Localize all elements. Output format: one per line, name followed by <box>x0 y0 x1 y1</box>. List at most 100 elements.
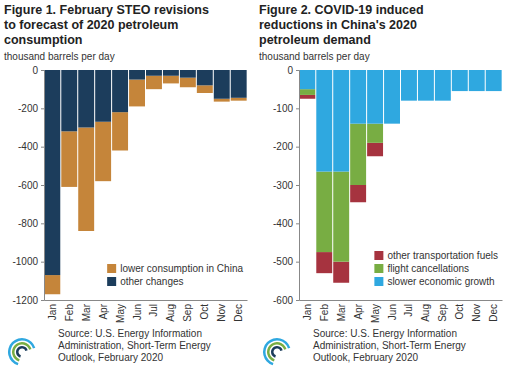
bar <box>129 70 145 80</box>
y-tick: -300 <box>273 180 299 191</box>
logo-arc <box>267 342 287 362</box>
bar <box>350 185 366 202</box>
x-tick-label: Jul <box>148 304 159 317</box>
text-line: Outlook, February 2020 <box>58 352 163 363</box>
legend-entry: lower consumption in China <box>107 263 243 274</box>
logo-arc <box>8 338 35 365</box>
y-tick-mark <box>296 108 299 109</box>
bar <box>44 70 60 275</box>
legend-label: other transportation fuels <box>387 250 498 261</box>
bar <box>214 70 230 99</box>
y-tick-mark <box>296 262 299 263</box>
x-tick: Jul <box>148 300 159 317</box>
bar <box>95 122 111 181</box>
y-tick-label: -600 <box>273 295 293 306</box>
y-tick: 0 <box>287 65 299 76</box>
x-tick-label: May <box>370 304 381 323</box>
bar <box>333 262 349 283</box>
plot-area <box>299 70 501 283</box>
bar <box>197 70 213 85</box>
subtitle: thousand barrels per day <box>4 51 115 62</box>
bar <box>299 95 315 99</box>
y-tick: -1000 <box>12 256 44 267</box>
bar <box>197 85 213 93</box>
bar <box>299 89 315 95</box>
bar <box>61 70 77 131</box>
bar <box>333 70 349 172</box>
text-line: Outlook, February 2020 <box>313 352 418 363</box>
source-note: Source: U.S. Energy InformationAdministr… <box>313 328 466 363</box>
x-tick-label: Apr <box>98 303 109 319</box>
bar <box>350 70 366 124</box>
bar <box>78 70 94 128</box>
series <box>44 70 246 275</box>
legend-label: slower economic growth <box>387 276 494 287</box>
x-tick-label: Oct <box>199 304 210 320</box>
legend-entry: slower economic growth <box>374 276 494 287</box>
x-tick: Mar <box>336 300 347 321</box>
x-tick: May <box>115 300 126 323</box>
bar <box>384 70 400 124</box>
plot-area <box>44 70 246 294</box>
y-tick-mark <box>296 223 299 224</box>
bar <box>299 70 315 89</box>
legend-label: other changes <box>120 276 183 287</box>
y-tick-mark <box>296 147 299 148</box>
bar <box>112 112 128 150</box>
x-tick: Jun <box>387 300 398 320</box>
bar <box>350 124 366 185</box>
text-line: Source: U.S. Energy Information <box>58 328 202 339</box>
y-tick-label: -100 <box>273 103 293 114</box>
bar <box>367 143 383 156</box>
x-tick-label: Sep <box>182 304 193 322</box>
y-tick-mark <box>41 300 44 301</box>
legend-swatch <box>107 264 116 273</box>
legend: other transportation fuelsflight cancell… <box>374 250 498 287</box>
bar <box>367 124 383 143</box>
panel: Figure 1. February STEO revisionsto fore… <box>4 3 248 365</box>
bar <box>44 275 60 294</box>
y-tick-label: -200 <box>18 103 38 114</box>
bar <box>452 70 468 91</box>
y-tick-label: -1200 <box>12 295 38 306</box>
x-tick-label: Sep <box>437 304 448 322</box>
title: Figure 1. February STEO revisionsto fore… <box>4 3 209 47</box>
bar <box>486 70 502 91</box>
x-tick: Sep <box>437 300 448 322</box>
y-tick-mark <box>41 262 44 263</box>
x-tick-label: Jun <box>132 304 143 320</box>
x-tick-label: May <box>115 304 126 323</box>
legend-label: lower consumption in China <box>120 263 243 274</box>
x-tick-label: Feb <box>319 304 330 322</box>
x-tick-label: Jul <box>403 304 414 317</box>
y-tick: -200 <box>18 103 44 114</box>
y-tick-mark <box>41 70 44 71</box>
x-tick-label: Jan <box>302 304 313 320</box>
bar <box>401 70 417 101</box>
bar <box>333 172 349 262</box>
x-tick: Oct <box>454 300 465 320</box>
logo-arc <box>271 346 283 358</box>
legend-swatch <box>374 264 383 273</box>
bar <box>231 98 247 101</box>
logo-arc <box>263 338 290 365</box>
y-tick-label: -400 <box>273 218 293 229</box>
legend-entry: other changes <box>107 276 183 287</box>
y-tick: -800 <box>18 218 44 229</box>
logo-arc <box>12 342 32 362</box>
panel: Figure 2. COVID-19 inducedreductions in … <box>259 3 503 365</box>
y-tick-label: 0 <box>32 65 38 76</box>
y-tick-mark <box>296 70 299 71</box>
text-line: Source: U.S. Energy Information <box>313 328 457 339</box>
x-tick: Aug <box>420 300 431 322</box>
x-tick-label: Mar <box>336 303 347 321</box>
x-tick: Nov <box>471 300 482 322</box>
x-tick: Dec <box>488 300 499 322</box>
x-tick-label: Aug <box>165 304 176 322</box>
y-tick: -400 <box>18 141 44 152</box>
y-tick: -1200 <box>12 295 44 306</box>
title: Figure 2. COVID-19 inducedreductions in … <box>259 3 424 47</box>
logo <box>263 338 290 365</box>
bar <box>146 70 162 76</box>
legend: lower consumption in China other changes <box>107 263 243 287</box>
